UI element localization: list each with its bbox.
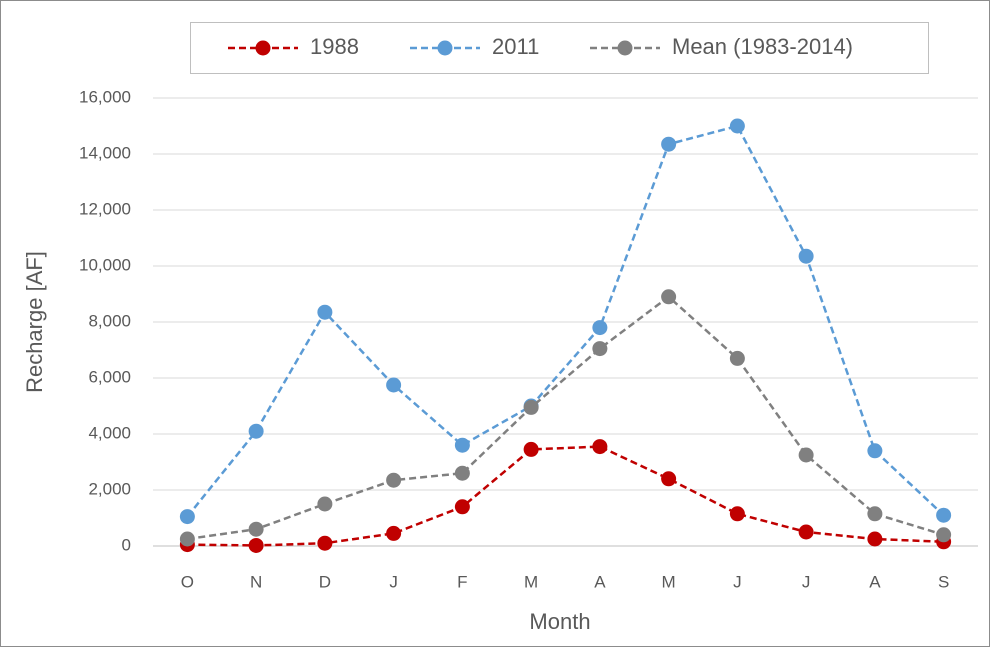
data-point <box>248 521 264 537</box>
data-point <box>317 496 333 512</box>
legend-marker <box>437 40 453 56</box>
x-tick-label: O <box>181 572 194 591</box>
y-tick-label: 2,000 <box>88 479 131 498</box>
series-line <box>186 124 945 518</box>
data-point <box>386 525 402 541</box>
series-line <box>187 445 944 547</box>
data-point <box>386 377 402 393</box>
data-point <box>729 118 745 134</box>
data-point <box>454 499 470 515</box>
data-point <box>661 471 677 487</box>
y-tick-label: 14,000 <box>79 143 131 162</box>
data-point <box>729 350 745 366</box>
y-tick-label: 10,000 <box>79 255 131 274</box>
y-tick-label: 16,000 <box>79 87 131 106</box>
y-tick-label: 0 <box>122 535 131 554</box>
data-point <box>317 535 333 551</box>
data-point <box>936 527 952 543</box>
legend-label: Mean (1983-2014) <box>672 34 853 59</box>
series-line <box>187 295 944 541</box>
data-point <box>936 507 952 523</box>
data-point <box>592 439 608 455</box>
x-tick-label: D <box>319 572 331 591</box>
legend-label: 2011 <box>492 34 539 59</box>
data-point <box>317 304 333 320</box>
y-tick-label: 12,000 <box>79 199 131 218</box>
data-point <box>867 531 883 547</box>
y-axis-label: Recharge [AF] <box>22 251 47 393</box>
data-point <box>179 531 195 547</box>
data-point <box>661 136 677 152</box>
x-tick-label: N <box>250 572 262 591</box>
data-point <box>454 465 470 481</box>
y-tick-label: 4,000 <box>88 423 131 442</box>
x-tick-label: J <box>733 572 742 591</box>
data-point <box>523 399 539 415</box>
data-point <box>798 447 814 463</box>
x-tick-label: M <box>662 572 676 591</box>
y-tick-label: 8,000 <box>88 311 131 330</box>
data-point <box>729 506 745 522</box>
x-tick-label: F <box>457 572 467 591</box>
x-tick-label: S <box>938 572 949 591</box>
data-point <box>248 537 264 553</box>
data-point <box>523 441 539 457</box>
x-tick-label: J <box>389 572 398 591</box>
data-point <box>798 248 814 264</box>
legend-marker <box>255 40 271 56</box>
x-tick-label: J <box>802 572 811 591</box>
legend-label: 1988 <box>310 34 359 59</box>
x-axis-label: Month <box>529 609 590 634</box>
data-point <box>248 423 264 439</box>
data-point <box>798 524 814 540</box>
data-point <box>454 437 470 453</box>
data-point <box>592 320 608 336</box>
x-tick-label: M <box>524 572 538 591</box>
data-point <box>179 509 195 525</box>
legend-box <box>190 22 929 74</box>
data-point <box>386 472 402 488</box>
y-tick-label: 6,000 <box>88 367 131 386</box>
x-tick-label: A <box>594 572 606 591</box>
legend-marker <box>617 40 633 56</box>
x-tick-label: A <box>869 572 881 591</box>
data-point <box>661 289 677 305</box>
data-point <box>867 506 883 522</box>
data-point <box>867 443 883 459</box>
data-point <box>592 341 608 357</box>
